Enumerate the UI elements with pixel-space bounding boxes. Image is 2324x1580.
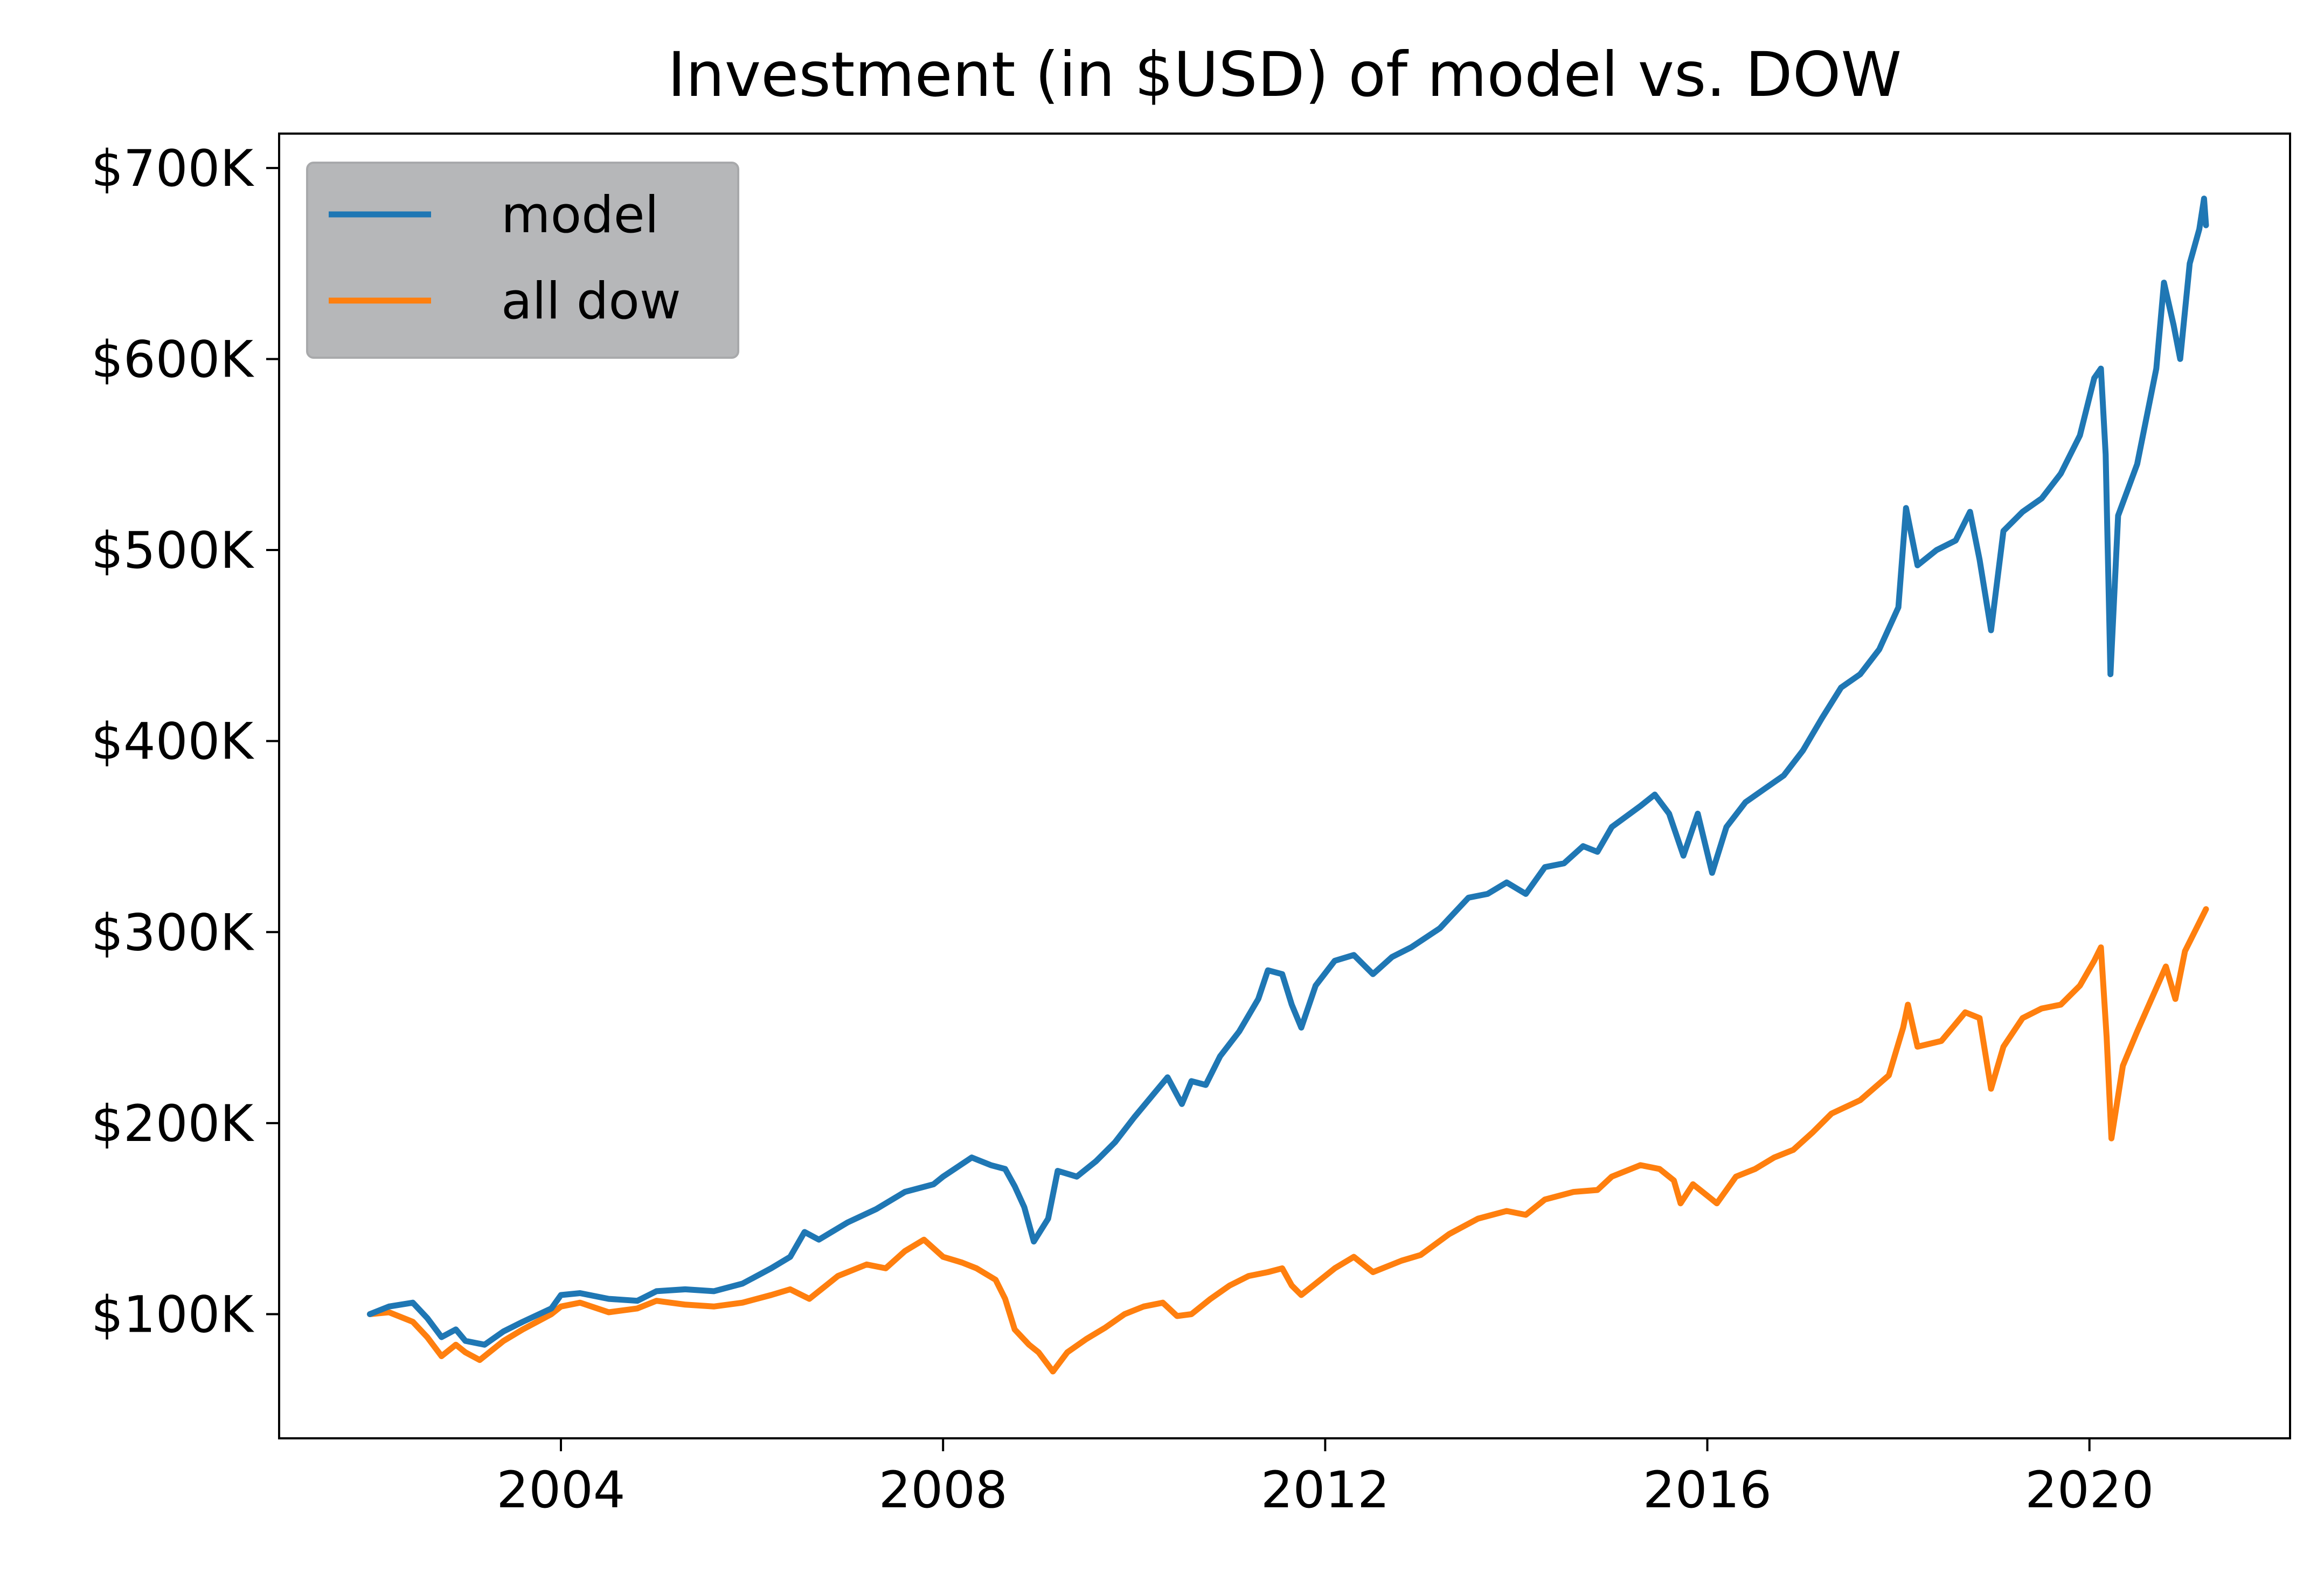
- y-tick-label: $600K: [91, 330, 254, 389]
- y-tick-label: $500K: [91, 521, 254, 580]
- y-tick-label: $700K: [91, 140, 254, 198]
- y-tick-label: $400K: [91, 713, 254, 771]
- chart-title: Investment (in $USD) of model vs. DOW: [668, 39, 1902, 110]
- x-tick-label: 2004: [496, 1461, 625, 1520]
- x-tick-label: 2020: [2025, 1461, 2154, 1520]
- y-tick-label: $300K: [91, 903, 254, 962]
- series-line-all-dow: [366, 906, 2209, 1375]
- y-tick-label: $100K: [91, 1286, 254, 1345]
- x-tick-label: 2008: [879, 1461, 1008, 1520]
- legend-label-model: model: [501, 186, 659, 245]
- axes: 2004 2008 2012 2016 2020 $100K $200K $300K $400K…: [91, 133, 2291, 1520]
- axes-frame: [278, 133, 2291, 1439]
- series-line-model: [366, 196, 2209, 1348]
- plot-area: [366, 196, 2209, 1375]
- y-tick-label: $200K: [91, 1095, 254, 1153]
- legend: model all dow: [306, 162, 739, 359]
- legend-label-all-dow: all dow: [501, 272, 681, 331]
- x-tick-label: 2016: [1643, 1461, 1772, 1520]
- x-tick-label: 2012: [1261, 1461, 1390, 1520]
